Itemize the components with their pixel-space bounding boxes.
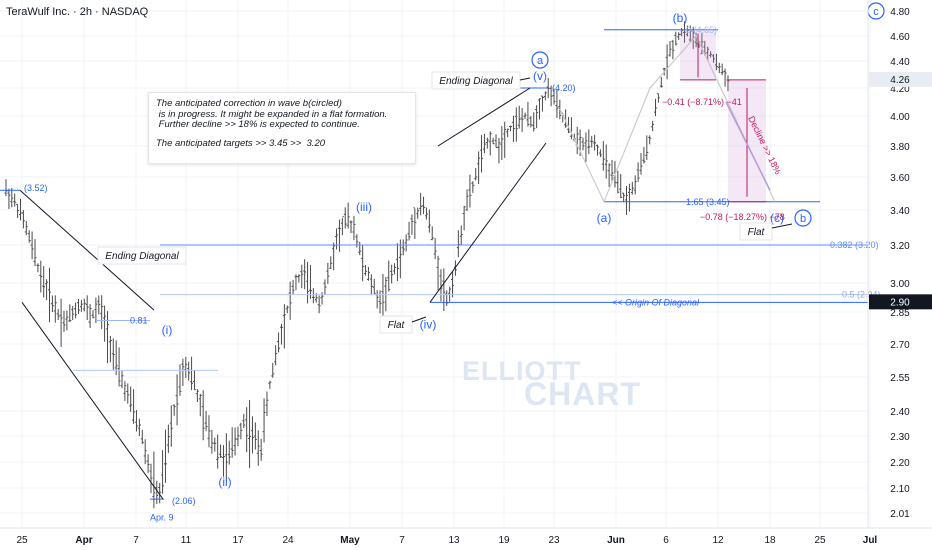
price-label-2: Apr. 9 — [150, 512, 174, 522]
origin-price-label: 2.90 — [890, 297, 910, 308]
wave-label-0: (i) — [162, 323, 173, 337]
y-tick-label-12: 2.55 — [890, 373, 910, 384]
y-tick-label-16: 2.10 — [890, 484, 910, 495]
flat-right-text: Flat — [748, 227, 766, 238]
wave-label-4: (v) — [533, 69, 547, 83]
wave-label-5: a — [537, 55, 544, 67]
flat-left-pointer — [411, 316, 427, 323]
x-tick-label-6: May — [340, 535, 360, 546]
current-price-tag — [869, 71, 932, 87]
y-tick-label-14: 2.30 — [890, 432, 910, 443]
diagonal-line-lower — [21, 302, 164, 500]
x-tick-label-5: 24 — [282, 535, 294, 546]
x-tick-label-15: 25 — [814, 535, 826, 546]
y-tick-label-3: 4.20 — [890, 84, 910, 95]
flat-right-box — [739, 222, 773, 241]
wave-circle-9 — [794, 209, 812, 227]
wave-label-10: c — [873, 6, 879, 18]
current-price-label: 4.26 — [890, 75, 910, 86]
ending-diagonal-lower — [429, 142, 547, 303]
x-tick-label-12: 6 — [663, 535, 669, 546]
x-tick-label-13: 12 — [712, 535, 724, 546]
x-tick-label-4: 17 — [232, 535, 244, 546]
wave-label-8: (c) — [770, 211, 784, 225]
x-tick-label-7: 7 — [399, 535, 405, 546]
origin-price-tag — [869, 294, 932, 310]
wave-label-6: (a) — [597, 211, 612, 225]
flat-left-box — [379, 315, 413, 334]
y-tick-label-15: 2.20 — [890, 458, 910, 469]
symbol-title[interactable]: TeraWulf Inc. · 2h · NASDAQ — [6, 6, 149, 18]
wave-label-1: (ii) — [218, 475, 231, 489]
y-tick-label-7: 3.40 — [890, 206, 910, 217]
y-tick-label-4: 4.00 — [890, 112, 910, 123]
x-tick-label-8: 13 — [448, 535, 460, 546]
wave-label-3: (iv) — [420, 317, 437, 331]
x-tick-label-1: Apr — [75, 535, 92, 546]
y-tick-label-11: 2.70 — [890, 340, 910, 351]
x-tick-label-10: 23 — [548, 535, 560, 546]
x-tick-label-9: 19 — [498, 535, 510, 546]
fib-label-0382: 0.382 (3.20) — [830, 240, 879, 250]
candle-series — [4, 21, 730, 509]
y-tick-label-6: 3.60 — [890, 173, 910, 184]
x-tick-label-11: Jun — [607, 535, 625, 546]
y-tick-label-9: 3.00 — [890, 279, 910, 290]
flat-left-text: Flat — [388, 320, 406, 331]
y-tick-label-10: 2.85 — [890, 308, 910, 319]
origin-of-diagonal-label: << Origin Of Diagonal — [612, 297, 700, 307]
x-tick-label-3: 11 — [181, 535, 192, 546]
x-tick-label-2: 7 — [133, 535, 139, 546]
diagonal-line-upper — [19, 189, 155, 311]
price-label-4: 0.81 — [130, 316, 148, 326]
y-tick-label-1: 4.60 — [890, 32, 910, 43]
fib-label-05: 0.5 (2.94) — [842, 290, 881, 300]
ending-diagonal-pointer — [519, 77, 531, 81]
flat-right-pointer — [771, 223, 793, 229]
y-tick-label-17: 2.01 — [890, 509, 910, 520]
y-tick-label-2: 4.40 — [890, 57, 910, 68]
watermark-chart: CHART — [524, 376, 641, 412]
wave-circle-5 — [531, 51, 549, 69]
wave-label-2: (iii) — [356, 200, 372, 214]
fib-label-165: 1.65 (3.45) — [686, 197, 730, 207]
decline-arrow — [725, 101, 771, 191]
y-tick-label-8: 3.20 — [890, 241, 910, 252]
price-label-0: (3.52) — [24, 183, 48, 193]
ending-diagonal-right-text: Ending Diagonal — [439, 76, 513, 87]
wave-label-9: b — [800, 213, 806, 225]
x-tick-label-0: 25 — [16, 535, 28, 546]
ending-diagonal-upper — [437, 87, 531, 147]
ending-diagonal-left-box — [97, 246, 187, 265]
y-tick-label-5: 3.80 — [890, 142, 910, 153]
ending-diagonal-left-text: Ending Diagonal — [105, 251, 179, 262]
measure-big-label: −0.78 (−18.27%) −78 — [700, 212, 785, 222]
note-line-2: is in progress. It might be expanded in … — [156, 108, 388, 120]
note-targets: The anticipated targets >> 3.45 >> 3.20 — [156, 137, 326, 149]
price-label-1: (2.06) — [172, 496, 196, 506]
ending-diagonal-right-box — [431, 71, 521, 90]
price-label-3: (4.20) — [552, 83, 576, 93]
measure-small-label: −0.41 (−8.71%) −41 — [662, 97, 742, 107]
note-line-3: Further decline >> 18% is expected to co… — [156, 119, 360, 130]
x-tick-label-16: Jul — [863, 535, 878, 546]
y-tick-label-0: 4.80 — [890, 7, 910, 18]
analysis-note: The anticipated correction in wave b(cir… — [148, 92, 416, 164]
wave-label-7: (b) — [673, 11, 688, 25]
watermark-elliott: ELLIOTT — [462, 356, 582, 386]
y-tick-label-13: 2.40 — [890, 407, 910, 418]
projection-path — [559, 34, 776, 204]
drawing-layer — [0, 29, 868, 500]
x-tick-label-14: 18 — [764, 535, 776, 546]
fib-label-0: 0 (4.65) — [686, 25, 717, 35]
note-line-1: The anticipated correction in wave b(cir… — [156, 98, 342, 109]
